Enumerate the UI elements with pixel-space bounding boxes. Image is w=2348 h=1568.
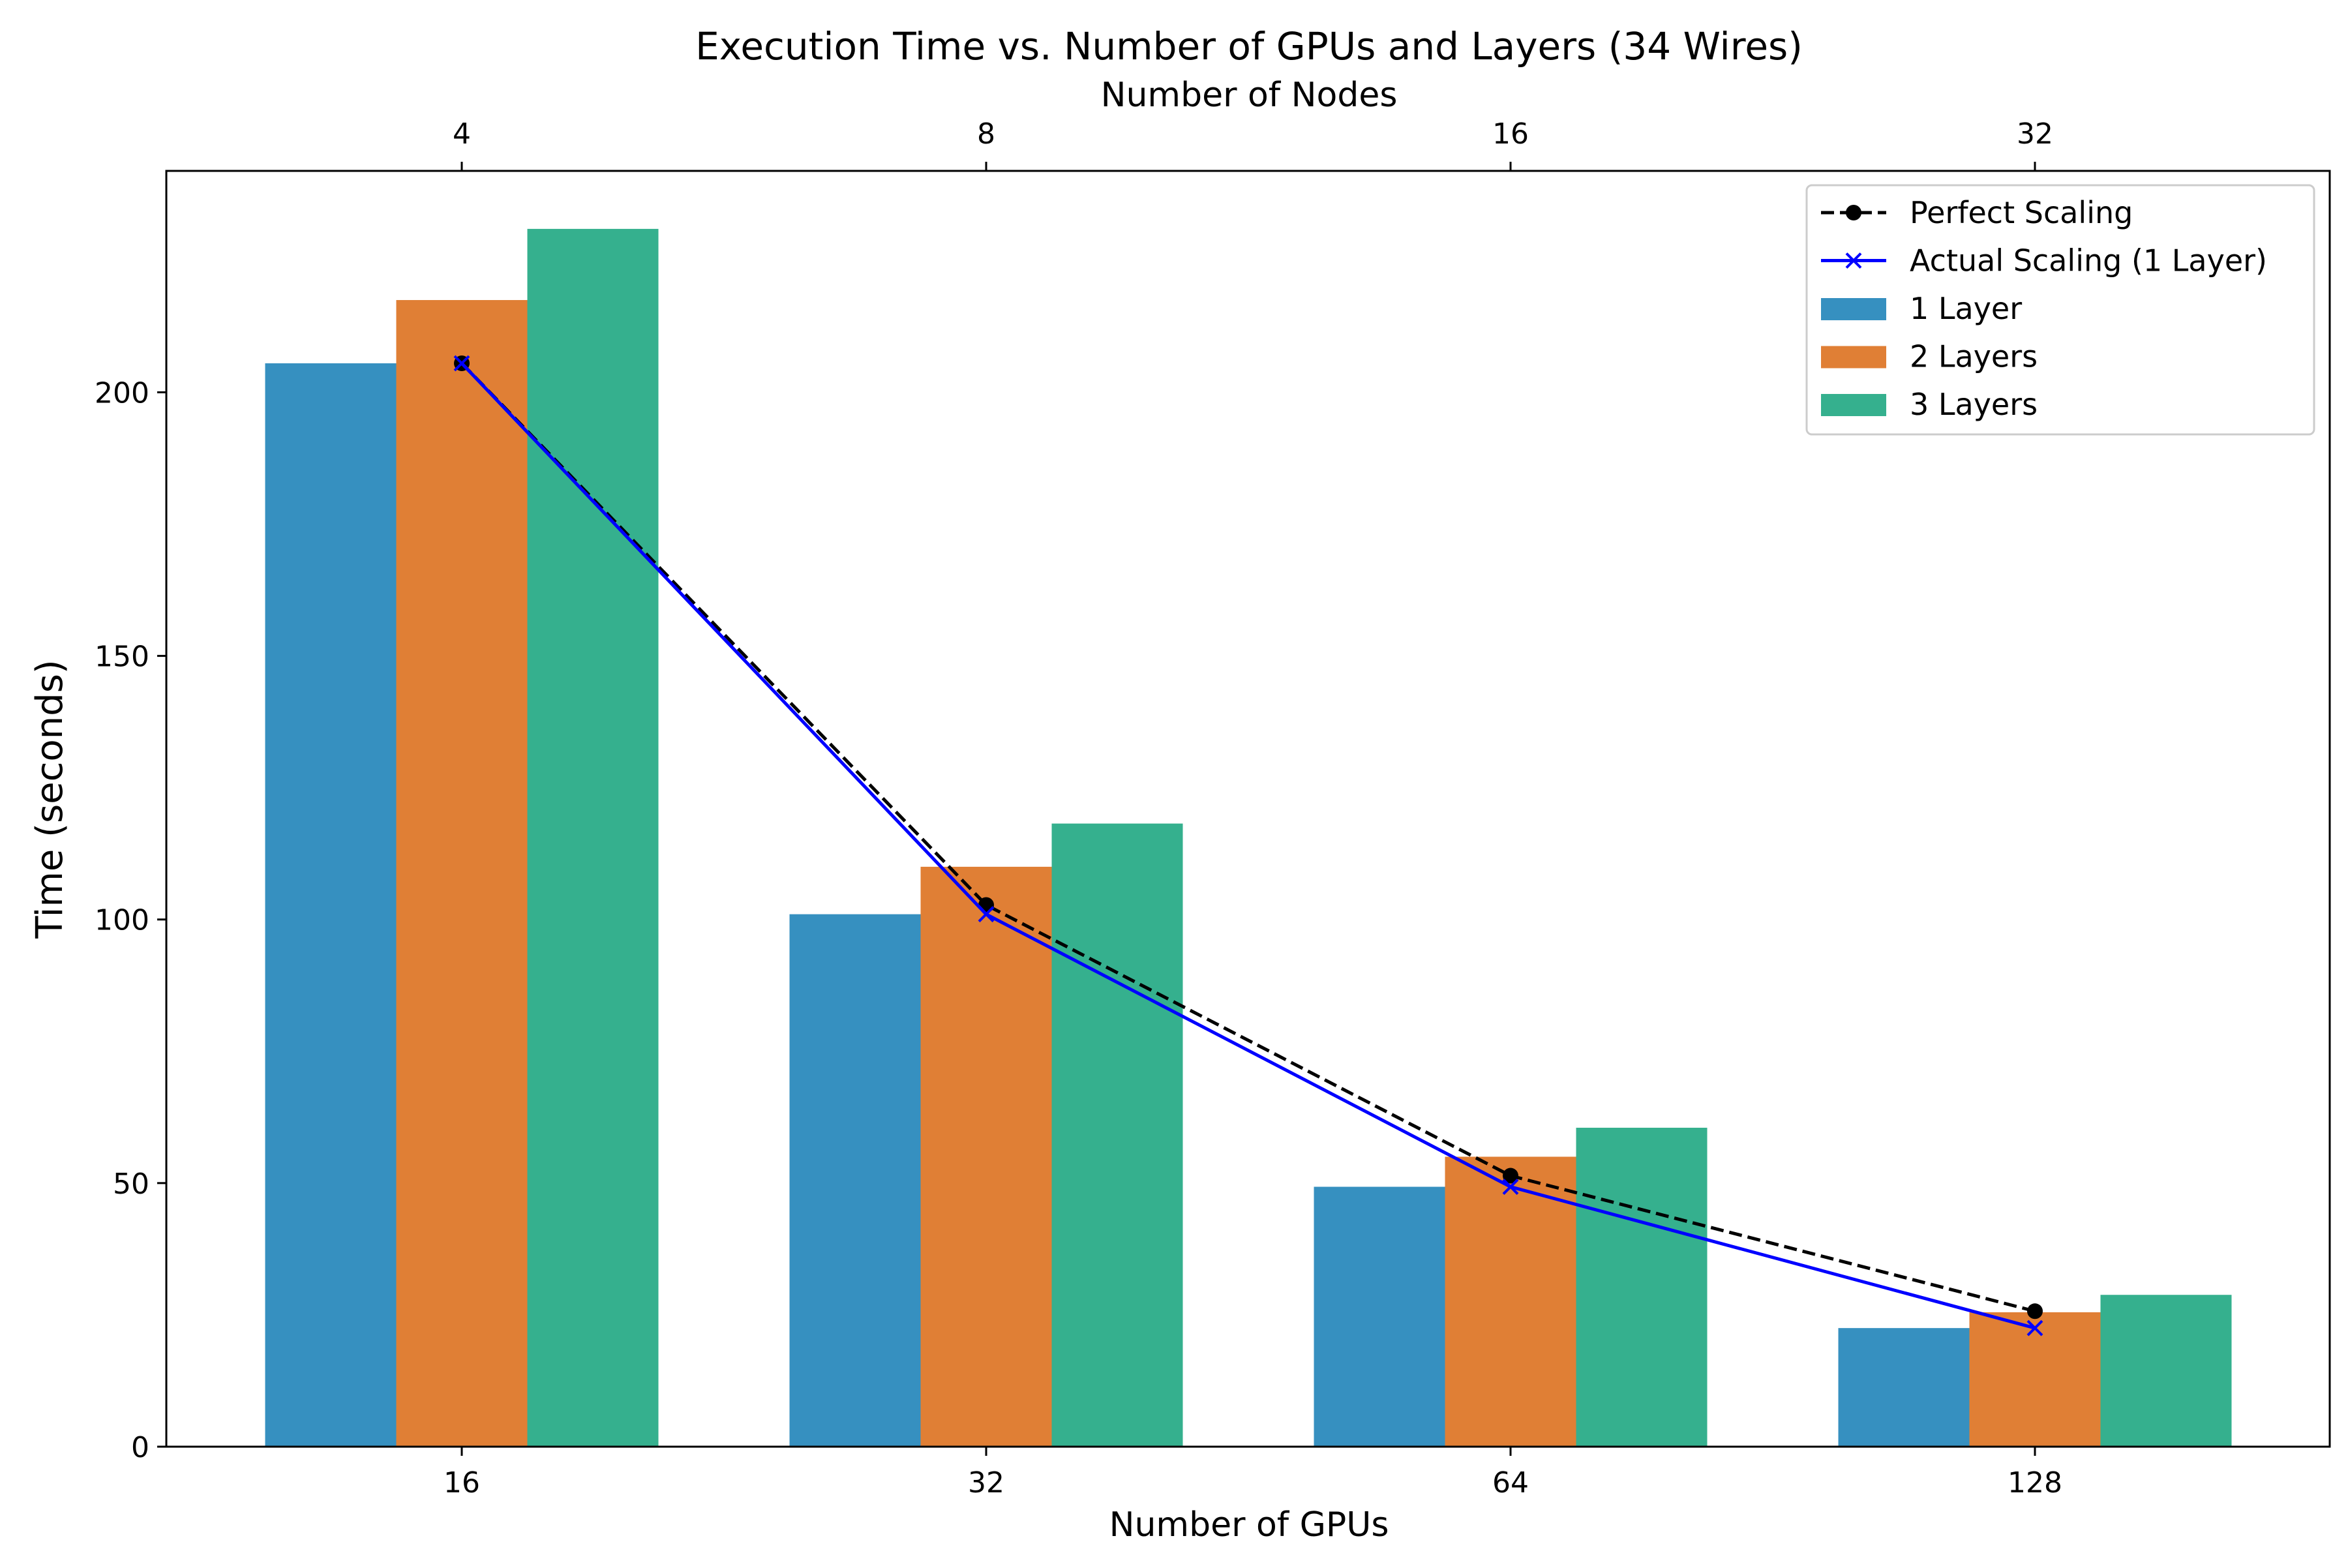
marker-actual-scaling-1-layer-32 <box>978 906 995 923</box>
bar-2-layers-128 <box>1969 1312 2101 1447</box>
legend-marker-perfect-scaling <box>1846 205 1861 220</box>
y-tick-label: 0 <box>131 1431 149 1464</box>
y-axis-label: Time (seconds) <box>29 659 71 939</box>
x-tick-label: 16 <box>444 1466 480 1500</box>
bar-2-layers-64 <box>1445 1156 1576 1447</box>
bar-1-layer-16 <box>265 363 397 1447</box>
top-x-tick-label: 8 <box>977 117 995 151</box>
marker-actual-scaling-1-layer-16 <box>453 355 470 372</box>
x-axis-label: Number of GPUs <box>1109 1505 1389 1545</box>
top-x-tick-label: 16 <box>1492 117 1529 151</box>
legend-label-3-layers: 3 Layers <box>1910 387 2038 422</box>
legend-marker-actual-scaling-1-layer <box>1845 252 1862 269</box>
bar-3-layers-64 <box>1576 1128 1708 1447</box>
bar-2-layers-16 <box>396 300 528 1447</box>
plot-frame <box>165 170 2331 1448</box>
legend: Perfect Scaling Actual Scaling (1 Layer) 1… <box>1805 184 2315 436</box>
marker-actual-scaling-1-layer-64 <box>1502 1179 1519 1195</box>
legend-swatch-2-layers <box>1821 346 1886 369</box>
x-tick-label: 32 <box>968 1466 1004 1500</box>
marker-perfect-scaling-64 <box>1503 1168 1518 1184</box>
bar-1-layer-128 <box>1838 1328 1970 1447</box>
bar-1-layer-64 <box>1314 1186 1445 1447</box>
marker-actual-scaling-1-layer-128 <box>2026 1319 2043 1336</box>
legend-label-actual-scaling-1-layer: Actual Scaling (1 Layer) <box>1910 243 2267 279</box>
legend-label-perfect-scaling: Perfect Scaling <box>1910 195 2133 230</box>
plot-area: 0 50 100 150 200 16 32 64 128 4 8 16 32 <box>95 117 2331 1500</box>
top-x-tick-label: 4 <box>453 117 471 151</box>
line-actual-scaling-1-layer <box>460 362 2036 1330</box>
bar-1-layer-32 <box>789 914 921 1447</box>
legend-swatch-3-layers <box>1821 394 1886 416</box>
bar-3-layers-16 <box>527 228 659 1447</box>
legend-box <box>1805 184 2315 436</box>
y-tick-label: 50 <box>113 1168 149 1201</box>
bar-2-layers-32 <box>920 866 1052 1447</box>
top-x-axis-label: Number of Nodes <box>1101 76 1398 115</box>
y-tick-label: 100 <box>95 904 149 937</box>
legend-swatch-1-layer <box>1821 298 1886 320</box>
bar-3-layers-128 <box>2100 1295 2232 1447</box>
x-tick-label: 128 <box>2008 1466 2062 1500</box>
x-tick-label: 64 <box>1492 1466 1529 1500</box>
legend-label-1-layer: 1 Layer <box>1910 291 2022 326</box>
top-x-tick-label: 32 <box>2017 117 2053 151</box>
legend-label-2-layers: 2 Layers <box>1910 339 2038 374</box>
chart-title: Execution Time vs. Number of GPUs and La… <box>695 24 1803 68</box>
y-tick-label: 200 <box>95 376 149 410</box>
bar-3-layers-32 <box>1051 823 1183 1447</box>
marker-perfect-scaling-128 <box>2027 1303 2043 1319</box>
y-tick-label: 150 <box>95 641 149 674</box>
line-perfect-scaling <box>460 362 2036 1313</box>
